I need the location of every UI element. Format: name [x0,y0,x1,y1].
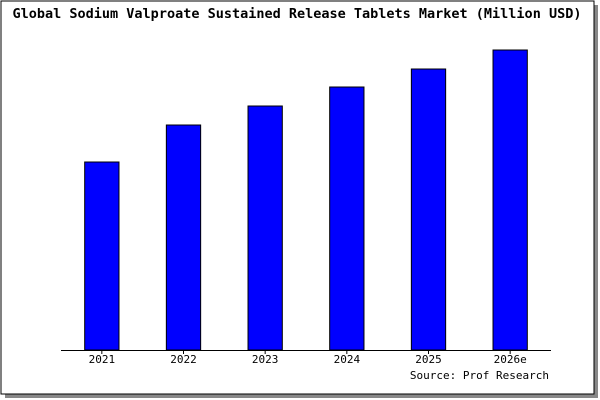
source-note: Source: Prof Research [410,369,549,382]
bar [247,105,283,351]
chart-title: Global Sodium Valproate Sustained Releas… [13,6,582,22]
x-tick-label: 2024 [334,353,361,366]
x-tick-label: 2026e [494,353,527,366]
x-tick-label: 2025 [415,353,442,366]
bar [84,161,120,351]
bar [165,124,202,351]
x-tick-label: 2023 [252,353,279,366]
bar [492,49,528,351]
x-tick-label: 2021 [89,353,116,366]
bar [329,86,365,351]
x-tick-label: 2022 [170,353,197,366]
bar [410,68,447,351]
plot-area [61,40,551,350]
